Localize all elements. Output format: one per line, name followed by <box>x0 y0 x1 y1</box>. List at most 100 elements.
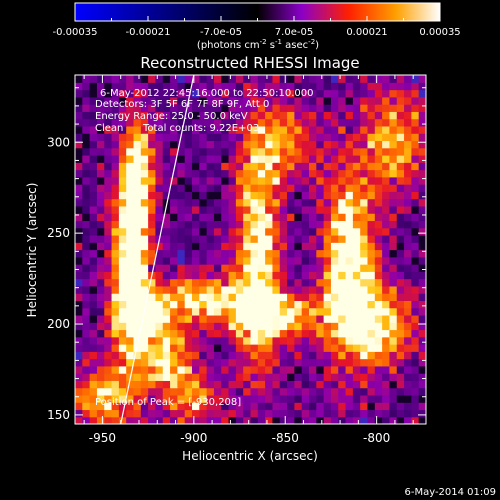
heatmap-cell <box>396 329 405 338</box>
heatmap-cell <box>316 365 325 374</box>
heatmap-cell <box>279 133 288 142</box>
heatmap-cell <box>360 242 369 251</box>
heatmap-cell <box>367 293 376 301</box>
heatmap-cell <box>301 176 310 185</box>
heatmap-cell <box>287 409 295 418</box>
heatmap-cell <box>272 264 281 272</box>
heatmap-cell <box>352 205 361 214</box>
heatmap-cell <box>272 314 281 323</box>
heatmap-cell <box>382 154 391 163</box>
heatmap-cell <box>345 169 354 178</box>
heatmap-cell <box>199 351 208 360</box>
heatmap-cell <box>228 264 237 272</box>
heatmap-cell <box>418 227 426 236</box>
heatmap-cell <box>199 365 208 374</box>
heatmap-cell <box>104 264 113 272</box>
heatmap-cell <box>404 322 412 331</box>
heatmap-cell <box>360 191 369 200</box>
heatmap-cell <box>265 227 274 236</box>
heatmap-cell <box>396 205 405 214</box>
heatmap-cell <box>111 191 120 200</box>
heatmap-cell <box>199 104 208 112</box>
heatmap-cell <box>170 89 178 98</box>
heatmap-cell <box>170 169 178 178</box>
heatmap-cell <box>206 176 215 185</box>
heatmap-cell <box>272 278 281 287</box>
heatmap-cell <box>177 220 186 229</box>
heatmap-cell <box>411 278 420 287</box>
heatmap-cell <box>82 234 91 243</box>
heatmap-cell <box>294 256 303 265</box>
heatmap-cell <box>323 242 332 251</box>
heatmap-cell <box>192 344 200 352</box>
heatmap-cell <box>213 184 222 192</box>
heatmap-cell <box>396 416 405 424</box>
heatmap-cell <box>104 271 113 280</box>
heatmap-cell <box>338 96 347 105</box>
heatmap-cell <box>257 336 266 345</box>
heatmap-cell <box>199 373 208 381</box>
heatmap-cell <box>104 402 113 411</box>
heatmap-cell <box>104 125 113 134</box>
heatmap-cell <box>104 147 113 156</box>
heatmap-cell <box>243 256 252 265</box>
heatmap-cell <box>316 82 325 91</box>
heatmap-cell <box>89 409 98 418</box>
heatmap-cell <box>257 140 266 149</box>
heatmap-cell <box>235 402 244 411</box>
heatmap-cell <box>177 75 186 83</box>
heatmap-cell <box>118 176 127 185</box>
heatmap-cell <box>360 82 369 91</box>
heatmap-cell <box>418 344 426 352</box>
heatmap-cell <box>89 118 98 127</box>
heatmap-cell <box>104 140 113 149</box>
heatmap-cell <box>206 322 215 331</box>
heatmap-cell <box>199 380 208 389</box>
heatmap-cell <box>221 300 230 309</box>
heatmap-cell <box>301 271 310 280</box>
heatmap-cell <box>265 387 274 396</box>
heatmap-cell <box>272 344 281 352</box>
heatmap-cell <box>367 402 376 411</box>
heatmap-cell <box>301 322 310 331</box>
heatmap-cell <box>418 256 426 265</box>
heatmap-cell <box>192 234 200 243</box>
heatmap-cell <box>126 249 135 258</box>
heatmap-cell <box>374 358 383 367</box>
heatmap-cell <box>199 162 208 171</box>
heatmap-cell <box>206 365 215 374</box>
heatmap-cell <box>162 104 171 112</box>
heatmap-cell <box>118 205 127 214</box>
heatmap-cell <box>279 111 288 120</box>
heatmap-cell <box>316 147 325 156</box>
heatmap-cell <box>82 118 91 127</box>
heatmap-cell <box>228 125 237 134</box>
heatmap-cell <box>301 380 310 389</box>
heatmap-cell <box>104 387 113 396</box>
heatmap-cell <box>221 213 230 222</box>
heatmap-cell <box>265 242 274 251</box>
heatmap-cell <box>148 322 157 331</box>
heatmap-cell <box>323 358 332 367</box>
heatmap-cell <box>82 293 91 301</box>
heatmap-cell <box>367 307 376 316</box>
heatmap-cell <box>118 147 127 156</box>
heatmap-cell <box>367 322 376 331</box>
heatmap-cell <box>235 198 244 207</box>
heatmap-cell <box>374 227 383 236</box>
heatmap-cell <box>206 416 215 424</box>
heatmap-cell <box>148 336 157 345</box>
heatmap-cell <box>309 380 317 389</box>
heatmap-cell <box>118 307 127 316</box>
heatmap-cell <box>221 104 230 112</box>
heatmap-cell <box>345 351 354 360</box>
heatmap-cell <box>126 293 135 301</box>
heatmap-cell <box>126 264 135 272</box>
heatmap-cell <box>104 336 113 345</box>
heatmap-cell <box>272 365 281 374</box>
heatmap-cell <box>155 329 164 338</box>
heatmap-cell <box>279 184 288 192</box>
heatmap-cell <box>287 322 295 331</box>
heatmap-cell <box>330 140 339 149</box>
heatmap-cell <box>250 176 259 185</box>
